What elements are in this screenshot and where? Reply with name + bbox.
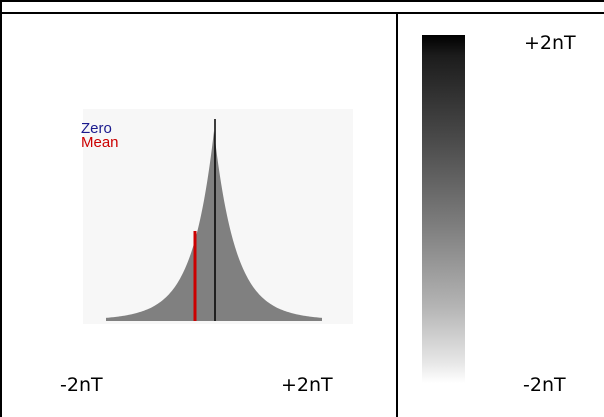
histogram-chart <box>106 119 322 321</box>
legend-zero: Zero <box>81 120 112 137</box>
x-min-label: -2nT <box>60 374 103 396</box>
histogram-area <box>106 130 322 321</box>
left-border <box>0 0 2 417</box>
colorbar <box>422 35 465 383</box>
x-max-label: +2nT <box>281 374 333 396</box>
top-border <box>0 0 604 2</box>
colorbar-max-label: +2nT <box>524 32 576 54</box>
header-divider <box>0 12 604 14</box>
colorbar-min-label: -2nT <box>523 374 566 396</box>
legend-mean: Mean <box>81 134 119 151</box>
column-divider <box>396 12 398 417</box>
